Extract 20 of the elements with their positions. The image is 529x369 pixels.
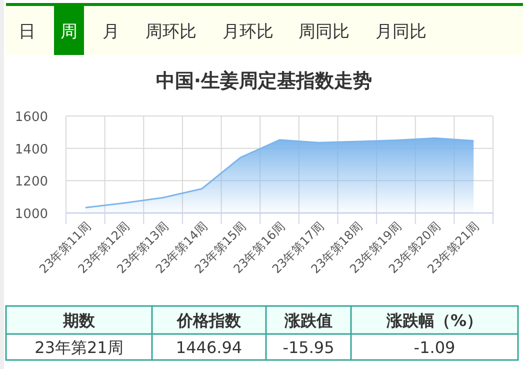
text: 日 (18, 22, 36, 42)
text: 期数 (62, 311, 96, 330)
text: 涨跌幅（%） (385, 311, 483, 330)
text: 涨跌值 (284, 311, 332, 330)
text: 月同比 (376, 22, 426, 42)
text: 价格指数 (176, 311, 242, 330)
y-tick-label: 1000 (14, 207, 48, 222)
y-tick-label: 1400 (14, 142, 48, 158)
text: 23年第21周 (34, 338, 124, 357)
text: 周同比 (298, 22, 350, 42)
text: 1446.94 (176, 338, 242, 357)
y-tick-label: 1200 (14, 174, 48, 190)
text: 月环比 (222, 22, 274, 42)
text: -15.95 (282, 338, 334, 357)
text: 周 (60, 22, 78, 42)
y-tick-label: 1600 (14, 110, 48, 125)
text: -1.09 (414, 338, 456, 357)
chart-title: 中国·生姜周定基指数走势 (156, 70, 372, 92)
text: 月 (102, 22, 120, 42)
text: 周环比 (146, 22, 196, 42)
